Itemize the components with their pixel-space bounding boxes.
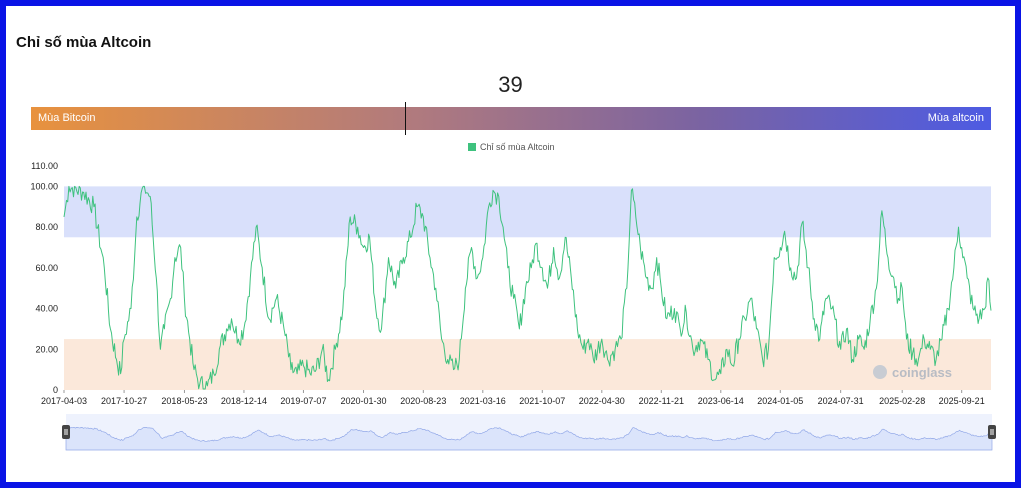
plot-bands <box>64 186 991 390</box>
bitcoin-season-label: Mùa Bitcoin <box>38 112 96 124</box>
series-line <box>63 185 992 390</box>
x-tick-label: 2021-10-07 <box>519 396 565 406</box>
x-axis: 2017-04-03 2017-10-27 2018-05-23 2018-12-14… <box>41 390 985 406</box>
current-index-value: 39 <box>498 72 523 97</box>
x-tick-label: 2024-07-31 <box>818 396 864 406</box>
y-tick-label: 0 <box>53 385 58 395</box>
y-tick-label: 20.00 <box>35 344 58 354</box>
altcoin-season-chart: Chỉ số mùa Altcoin 0 20.00 40.00 60.00 80.00… <box>30 142 996 451</box>
navigator-series <box>65 427 993 451</box>
x-tick-label: 2017-04-03 <box>41 396 87 406</box>
legend-label: Chỉ số mùa Altcoin <box>480 142 555 152</box>
y-axis: 0 20.00 40.00 60.00 80.00 100.00 110.00 <box>30 161 58 395</box>
x-tick-label: 2025-09-21 <box>939 396 985 406</box>
x-tick-label: 2021-03-16 <box>460 396 506 406</box>
legend[interactable]: Chỉ số mùa Altcoin <box>468 142 555 152</box>
chart-card: Chỉ số mùa Altcoin 39 Mùa Bitcoin Mùa al… <box>6 6 1015 482</box>
range-navigator[interactable] <box>62 414 996 451</box>
y-tick-label: 40.00 <box>35 304 58 314</box>
x-tick-label: 2024-01-05 <box>757 396 803 406</box>
x-tick-label: 2019-07-07 <box>280 396 326 406</box>
altcoin-season-band <box>64 186 991 238</box>
y-tick-label: 100.00 <box>30 181 58 191</box>
x-tick-label: 2022-11-21 <box>639 396 684 406</box>
navigator-handle-right[interactable] <box>988 425 996 439</box>
y-tick-label: 110.00 <box>31 161 58 171</box>
x-tick-label: 2017-10-27 <box>101 396 147 406</box>
y-tick-label: 80.00 <box>35 222 58 232</box>
x-tick-label: 2018-05-23 <box>161 396 207 406</box>
coinglass-logo-icon <box>873 365 887 379</box>
page-title: Chỉ số mùa Altcoin <box>16 34 152 51</box>
bitcoin-season-band <box>64 339 991 390</box>
watermark: coinglass <box>873 365 952 380</box>
x-tick-label: 2020-08-23 <box>400 396 446 406</box>
watermark-text: coinglass <box>892 365 952 380</box>
legend-swatch <box>468 143 476 151</box>
x-tick-label: 2023-06-14 <box>698 396 744 406</box>
x-tick-label: 2020-01-30 <box>340 396 386 406</box>
altcoin-season-label: Mùa altcoin <box>927 112 984 124</box>
season-gauge-bar: Mùa Bitcoin Mùa altcoin <box>31 102 991 135</box>
gauge-marker <box>405 102 407 135</box>
x-tick-label: 2022-04-30 <box>579 396 625 406</box>
plot-area <box>63 185 992 390</box>
x-tick-label: 2018-12-14 <box>221 396 267 406</box>
navigator-handle-left[interactable] <box>62 425 70 439</box>
x-tick-label: 2025-02-28 <box>879 396 925 406</box>
y-tick-label: 60.00 <box>35 263 58 273</box>
